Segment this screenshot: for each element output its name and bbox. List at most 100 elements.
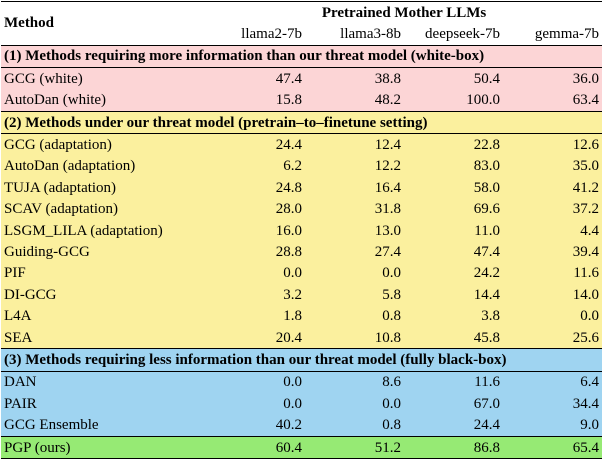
value-cell: 0.0 <box>305 393 404 415</box>
value-cell: 58.0 <box>404 177 503 199</box>
method-name-cell: GCG Ensemble <box>1 414 206 437</box>
value-cell: 0.0 <box>305 262 404 285</box>
table-row: SEA 20.4 10.8 45.8 25.6 <box>1 326 603 349</box>
method-name-cell: L4A <box>1 305 206 327</box>
section-title: (3) Methods requiring less information t… <box>1 348 603 372</box>
value-cell: 16.0 <box>206 219 305 242</box>
value-cell: 5.8 <box>305 284 404 306</box>
table-row: AutoDan (adaptation) 6.2 12.2 83.0 35.0 <box>1 155 603 178</box>
value-cell: 8.6 <box>305 371 404 394</box>
model-header-deepseek: deepseek-7b <box>404 23 503 46</box>
value-cell: 20.4 <box>206 326 305 349</box>
method-column-header: Method <box>1 1 206 46</box>
value-cell: 34.4 <box>503 393 603 415</box>
method-name-cell: TUJA (adaptation) <box>1 177 206 199</box>
value-cell: 11.6 <box>404 371 503 394</box>
value-cell: 13.0 <box>305 219 404 242</box>
section-title: (2) Methods under our threat model (pret… <box>1 110 603 135</box>
method-name-cell: SCAV (adaptation) <box>1 198 206 220</box>
method-name-cell: SEA <box>1 326 206 349</box>
value-cell: 37.2 <box>503 198 603 220</box>
table-row: Guiding-GCG 28.8 27.4 47.4 39.4 <box>1 241 603 263</box>
value-cell: 40.2 <box>206 414 305 437</box>
value-cell: 12.6 <box>503 133 603 156</box>
section-title: (1) Methods requiring more information t… <box>1 44 603 69</box>
value-cell: 28.8 <box>206 241 305 263</box>
method-name-cell: LSGM_LILA (adaptation) <box>1 219 206 242</box>
value-cell: 41.2 <box>503 177 603 199</box>
method-name-cell: GCG (white) <box>1 67 206 90</box>
value-cell: 69.6 <box>404 198 503 220</box>
value-cell: 48.2 <box>305 89 404 112</box>
value-cell: 0.0 <box>503 305 603 327</box>
method-name-cell: DAN <box>1 371 206 394</box>
value-cell: 11.6 <box>503 262 603 285</box>
value-cell: 0.8 <box>305 305 404 327</box>
value-cell: 27.4 <box>305 241 404 263</box>
value-cell: 25.6 <box>503 326 603 349</box>
value-cell: 16.4 <box>305 177 404 199</box>
table-row: DI-GCG 3.2 5.8 14.4 14.0 <box>1 284 603 306</box>
table-row: PIF 0.0 0.0 24.2 11.6 <box>1 262 603 285</box>
method-name-cell: AutoDan (adaptation) <box>1 155 206 178</box>
value-cell: 0.0 <box>206 262 305 285</box>
value-cell: 10.8 <box>305 326 404 349</box>
value-cell: 24.2 <box>404 262 503 285</box>
table-row: LSGM_LILA (adaptation) 16.0 13.0 11.0 4.4 <box>1 219 603 242</box>
model-header-gemma: gemma-7b <box>503 23 603 46</box>
value-cell: 0.0 <box>206 393 305 415</box>
method-name-cell: Guiding-GCG <box>1 241 206 263</box>
model-group-header: Pretrained Mother LLMs <box>206 1 603 24</box>
value-cell: 67.0 <box>404 393 503 415</box>
method-name-cell: AutoDan (white) <box>1 89 206 112</box>
value-cell: 24.8 <box>206 177 305 199</box>
value-cell: 15.8 <box>206 89 305 112</box>
model-header-llama3: llama3-8b <box>305 23 404 46</box>
model-header-llama2: llama2-7b <box>206 23 305 46</box>
value-cell: 12.2 <box>305 155 404 178</box>
table-row: GCG (adaptation) 24.4 12.4 22.8 12.6 <box>1 133 603 156</box>
value-cell: 4.4 <box>503 219 603 242</box>
value-cell: 45.8 <box>404 326 503 349</box>
method-name-cell: PAIR <box>1 393 206 415</box>
value-cell: 63.4 <box>503 89 603 112</box>
table-row: AutoDan (white) 15.8 48.2 100.0 63.4 <box>1 89 603 112</box>
value-cell: 24.4 <box>206 133 305 156</box>
table-row: TUJA (adaptation) 24.8 16.4 58.0 41.2 <box>1 177 603 199</box>
table-row: GCG (white) 47.4 38.8 50.4 36.0 <box>1 67 603 90</box>
value-cell: 31.8 <box>305 198 404 220</box>
value-cell: 14.0 <box>503 284 603 306</box>
value-cell: 51.2 <box>305 435 404 459</box>
value-cell: 65.4 <box>503 435 603 459</box>
section-header-row: (1) Methods requiring more information t… <box>1 44 603 69</box>
value-cell: 3.8 <box>404 305 503 327</box>
table-body: (1) Methods requiring more information t… <box>1 44 603 459</box>
value-cell: 1.8 <box>206 305 305 327</box>
value-cell: 39.4 <box>503 241 603 263</box>
section-header-row: (2) Methods under our threat model (pret… <box>1 110 603 135</box>
value-cell: 100.0 <box>404 89 503 112</box>
value-cell: 22.8 <box>404 133 503 156</box>
value-cell: 9.0 <box>503 414 603 437</box>
ours-row: PGP (ours) 60.4 51.2 86.8 65.4 <box>1 435 603 459</box>
value-cell: 3.2 <box>206 284 305 306</box>
value-cell: 47.4 <box>404 241 503 263</box>
value-cell: 60.4 <box>206 435 305 459</box>
value-cell: 47.4 <box>206 67 305 90</box>
value-cell: 6.4 <box>503 371 603 394</box>
method-name-cell: PGP (ours) <box>1 435 206 459</box>
value-cell: 83.0 <box>404 155 503 178</box>
table-row: PAIR 0.0 0.0 67.0 34.4 <box>1 393 603 415</box>
value-cell: 50.4 <box>404 67 503 90</box>
value-cell: 38.8 <box>305 67 404 90</box>
value-cell: 6.2 <box>206 155 305 178</box>
table-row: DAN 0.0 8.6 11.6 6.4 <box>1 371 603 394</box>
method-name-cell: PIF <box>1 262 206 285</box>
method-name-cell: DI-GCG <box>1 284 206 306</box>
table-row: L4A 1.8 0.8 3.8 0.0 <box>1 305 603 327</box>
value-cell: 12.4 <box>305 133 404 156</box>
value-cell: 28.0 <box>206 198 305 220</box>
table-row: GCG Ensemble 40.2 0.8 24.4 9.0 <box>1 414 603 437</box>
value-cell: 36.0 <box>503 67 603 90</box>
value-cell: 0.8 <box>305 414 404 437</box>
